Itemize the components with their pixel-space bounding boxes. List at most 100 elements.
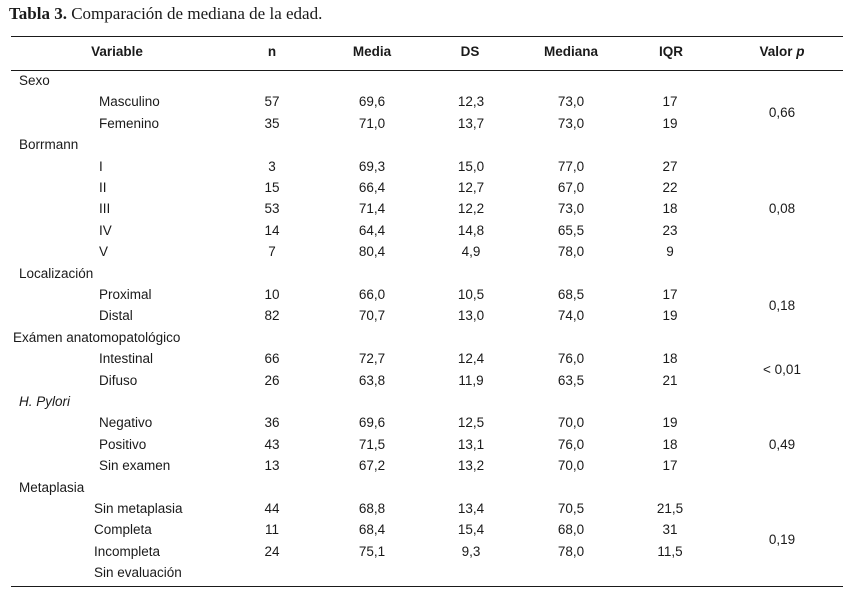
header-valor-p-prefix: Valor	[759, 44, 797, 59]
cell-valor-p: 0,08	[768, 201, 796, 217]
cell-mediana: 73,0	[557, 94, 585, 110]
cell-iqr: 22	[662, 180, 678, 195]
group-label: Localización	[19, 265, 94, 281]
cell-ds: 13,7	[457, 115, 485, 131]
cell-media: 75,1	[358, 543, 386, 559]
row-label: IV	[99, 222, 112, 238]
row-label: Positivo	[99, 436, 147, 452]
cell-mediana: 70,5	[557, 501, 585, 516]
cell-n: 24	[264, 543, 280, 559]
group-label: Metaplasia	[19, 479, 85, 495]
cell-iqr: 18	[662, 436, 678, 452]
cell-valor-p: 0,49	[768, 436, 796, 452]
cell-mediana: 77,0	[557, 158, 585, 174]
row-label: III	[99, 201, 111, 217]
cell-iqr: 17	[662, 94, 678, 110]
cell-media: 71,5	[358, 436, 386, 452]
cell-n: 44	[264, 501, 280, 516]
cell-ds: 15,0	[457, 158, 485, 174]
cell-iqr: 19	[662, 308, 678, 324]
cell-media: 69,6	[358, 94, 386, 110]
row-label: Sin metaplasia	[94, 501, 183, 516]
cell-media: 69,3	[358, 158, 386, 174]
cell-mediana: 70,0	[557, 415, 585, 431]
row-label: II	[99, 180, 107, 195]
cell-ds: 15,4	[457, 522, 485, 538]
table-title: Comparación de mediana de la edad.	[66, 4, 323, 23]
cell-iqr: 17	[662, 458, 678, 474]
cell-ds: 13,4	[457, 501, 485, 516]
row-label: V	[99, 244, 109, 260]
cell-n: 14	[264, 222, 280, 238]
header-ds: DS	[460, 44, 480, 59]
row-label: Masculino	[99, 94, 160, 110]
cell-ds: 4,9	[461, 244, 481, 260]
cell-mediana: 78,0	[557, 244, 585, 260]
cell-ds: 14,8	[457, 222, 485, 238]
row-label: Femenino	[99, 115, 160, 131]
cell-iqr: 11,5	[657, 543, 683, 559]
table-number: Tabla 3.	[9, 4, 67, 23]
cell-ds: 9,3	[461, 543, 481, 559]
row-label: Completa	[94, 522, 152, 538]
group-label: Sexo	[19, 73, 50, 88]
header-n: n	[267, 44, 277, 59]
cell-mediana: 63,5	[557, 372, 585, 388]
cell-n: 26	[264, 372, 280, 388]
cell-mediana: 68,5	[557, 287, 585, 302]
row-label: Proximal	[99, 287, 152, 302]
cell-n: 35	[264, 115, 280, 131]
row-label: I	[99, 158, 103, 174]
row-label: Intestinal	[99, 351, 154, 367]
cell-iqr: 19	[662, 415, 678, 431]
cell-iqr: 31	[662, 522, 678, 538]
header-media: Media	[352, 44, 392, 59]
header-mediana: Mediana	[543, 44, 599, 59]
cell-media: 64,4	[358, 222, 386, 238]
cell-mediana: 68,0	[557, 522, 585, 538]
top-rule	[11, 36, 843, 37]
bottom-rule	[11, 586, 843, 587]
cell-n: 82	[264, 308, 280, 324]
cell-ds: 11,9	[458, 372, 484, 388]
cell-n: 11	[264, 522, 280, 538]
row-label: Sin examen	[99, 458, 171, 474]
cell-ds: 13,1	[457, 436, 485, 452]
cell-iqr: 18	[662, 351, 678, 367]
cell-mediana: 74,0	[557, 308, 585, 324]
cell-n: 10	[264, 287, 280, 302]
cell-media: 71,4	[358, 201, 386, 217]
header-rule	[11, 70, 843, 71]
cell-iqr: 21	[662, 372, 678, 388]
cell-valor-p: < 0,01	[763, 361, 801, 377]
cell-iqr: 23	[662, 222, 678, 238]
cell-media: 69,6	[358, 415, 386, 431]
cell-iqr: 9	[666, 244, 674, 260]
cell-ds: 12,3	[457, 94, 485, 110]
cell-iqr: 21,5	[656, 501, 684, 516]
row-label: Negativo	[99, 415, 153, 431]
cell-iqr: 19	[662, 115, 678, 131]
row-label: Distal	[99, 308, 133, 324]
cell-ds: 13,2	[457, 458, 485, 474]
cell-media: 72,7	[358, 351, 386, 367]
cell-n: 43	[264, 436, 280, 452]
cell-media: 67,2	[358, 458, 386, 474]
group-label: Borrmann	[19, 137, 79, 153]
cell-mediana: 65,5	[557, 222, 585, 238]
cell-n: 36	[264, 415, 280, 431]
cell-n: 3	[268, 158, 276, 174]
cell-ds: 12,5	[457, 415, 485, 431]
cell-iqr: 18	[662, 201, 678, 217]
header-iqr: IQR	[658, 44, 684, 59]
row-label: Incompleta	[94, 543, 161, 559]
cell-mediana: 73,0	[557, 201, 585, 217]
cell-ds: 13,0	[457, 308, 485, 324]
cell-mediana: 70,0	[557, 458, 585, 474]
cell-ds: 12,7	[457, 180, 485, 195]
cell-mediana: 73,0	[557, 115, 585, 131]
cell-media: 66,0	[358, 287, 386, 302]
cell-n: 66	[264, 351, 280, 367]
cell-valor-p: 0,19	[768, 532, 796, 548]
header-valor-p: Valor p	[759, 44, 804, 60]
